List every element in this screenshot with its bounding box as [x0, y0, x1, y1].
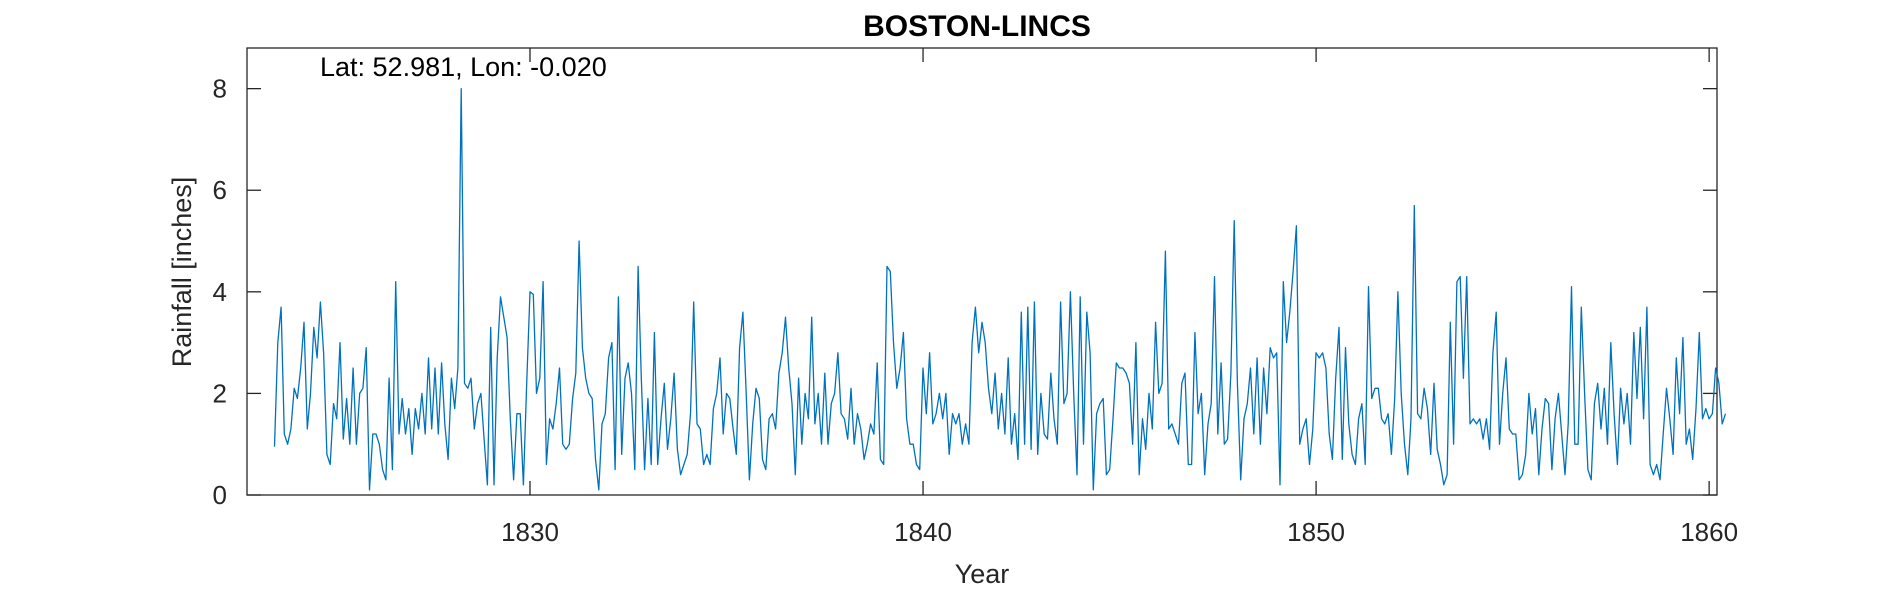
y-tick-label: 8: [213, 74, 227, 104]
x-tick-label: 1860: [1680, 517, 1738, 547]
plot-frame: [246, 47, 1718, 496]
x-axis-label: Year: [955, 559, 1010, 589]
x-axis: 1830 1840 1850 1860: [501, 48, 1738, 547]
plot-box: [246, 47, 1718, 496]
location-annotation: Lat: 52.981, Lon: -0.020: [320, 52, 607, 82]
chart-title: BOSTON-LINCS: [863, 10, 1091, 43]
x-tick-label: 1850: [1287, 517, 1345, 547]
y-tick-label: 0: [213, 480, 227, 510]
x-tick-label: 1840: [894, 517, 952, 547]
y-tick-label: 2: [213, 378, 227, 408]
x-tick-label: 1830: [501, 517, 559, 547]
y-axis: 0 2 4 6 8: [213, 74, 1717, 510]
y-tick-label: 6: [213, 175, 227, 205]
y-tick-label: 4: [213, 277, 227, 307]
y-axis-label: Rainfall [inches]: [167, 177, 197, 368]
rainfall-series-line: [273, 87, 1727, 491]
